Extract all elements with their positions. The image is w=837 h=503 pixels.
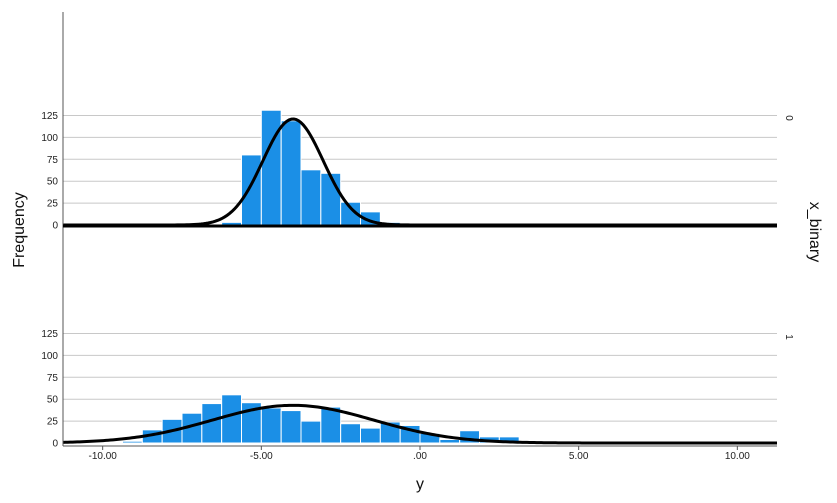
histogram-bar-panel-1-0 [122, 440, 143, 444]
panel-label-0: 0 [783, 115, 794, 121]
panel-axis-title: x_binary [806, 202, 823, 262]
normal-curve-panel-0 [63, 117, 777, 227]
y-tick-label-panel-1-75: 75 [47, 373, 59, 384]
y-tick-label-panel-0-50: 50 [47, 177, 59, 188]
x-tick-label-2: .00 [413, 451, 427, 462]
normal-curve-panel-1 [62, 403, 777, 445]
y-tick-label-panel-1-0: 0 [52, 439, 58, 450]
y-tick-label-panel-1-125: 125 [41, 329, 58, 340]
y-tick-label-panel-0-100: 100 [41, 133, 58, 144]
y-tick-label-panel-1-25: 25 [47, 417, 59, 428]
axis-layer [62, 12, 777, 450]
y-tick-label-panel-0-75: 75 [47, 155, 59, 166]
histogram-bar-panel-1-9 [300, 420, 322, 444]
histogram-bar-panel-0-4 [300, 169, 322, 226]
histogram-bar-panel-1-8 [280, 410, 302, 444]
histogram-bar-panel-0-2 [260, 109, 282, 226]
y-tick-label-panel-1-50: 50 [47, 395, 59, 406]
histogram-bar-panel-1-16 [439, 438, 461, 444]
histogram-bar-panel-0-3 [280, 120, 302, 226]
histogram-bar-panel-0-1 [241, 154, 262, 226]
y-tick-label-panel-0-125: 125 [41, 111, 58, 122]
x-tick-label-1: -5.00 [250, 451, 273, 462]
y-axis-title: Frequency [11, 192, 28, 268]
histogram-bar-panel-1-11 [340, 423, 361, 444]
x-tick-label-3: 5.00 [569, 451, 589, 462]
histogram-bar-panel-1-5 [221, 394, 243, 444]
y-tick-label-panel-1-100: 100 [41, 351, 58, 362]
histogram-bar-panel-1-12 [360, 427, 381, 444]
x-tick-label-4: 10.00 [725, 451, 750, 462]
panel-label-1: 1 [783, 334, 794, 340]
y-tick-label-panel-0-0: 0 [52, 221, 58, 232]
label-layer: 0 25 50 75 100 125 0 25 50 75 100 125 -10.00 -5.00 .00… [41, 111, 750, 462]
x-axis-title: y [416, 476, 424, 493]
histogram-bar-panel-1-7 [260, 407, 282, 444]
histogram-bar-panel-1-10 [320, 406, 342, 444]
bar-layer [122, 109, 520, 444]
curve-layer [62, 117, 777, 445]
y-tick-label-panel-0-25: 25 [47, 199, 59, 210]
x-tick-label-0: -10.00 [88, 451, 117, 462]
grid-layer [63, 115, 777, 422]
histogram-bar-panel-0-5 [320, 172, 342, 226]
